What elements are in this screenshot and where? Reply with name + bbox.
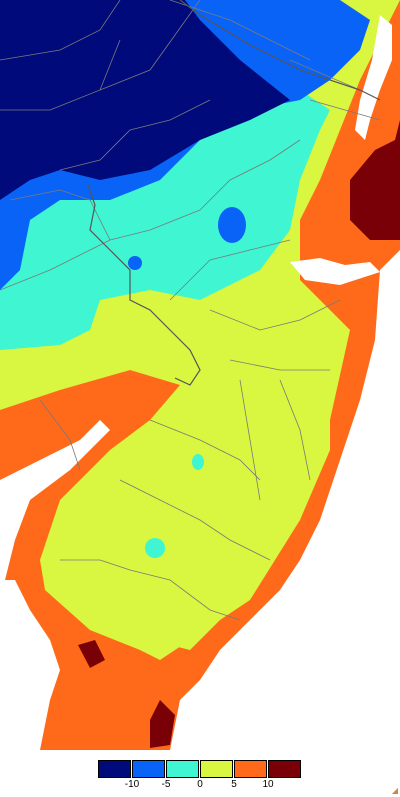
legend-swatch-2	[132, 760, 165, 778]
legend-tick-1: -10	[124, 779, 140, 790]
maroon-zone-northeast	[350, 120, 400, 240]
legend-tick-2: -5	[161, 779, 171, 790]
maroon-zone-southwest	[78, 640, 105, 668]
county-borders	[0, 0, 381, 621]
legend-swatch-4	[200, 760, 233, 778]
raritan-bay-water	[290, 258, 380, 285]
legend-tick-3: 0	[197, 779, 203, 790]
atlantic-ocean-water	[170, 250, 400, 750]
cyan-pocket-north	[231, 150, 259, 170]
resize-grip-icon: ◢	[391, 786, 398, 795]
cyan-pocket-south	[145, 538, 165, 558]
hudson-river-water	[355, 15, 392, 140]
delaware-bay-water	[0, 580, 60, 750]
legend-swatch-6	[268, 760, 301, 778]
state-border	[87, 0, 381, 386]
legend-tick-4: 5	[231, 779, 237, 790]
legend-swatch-3	[166, 760, 199, 778]
maroon-zone-southeast	[150, 700, 175, 748]
legend-swatch-5	[234, 760, 267, 778]
blue-pocket	[218, 207, 246, 243]
delaware-river-water	[0, 420, 110, 580]
legend-swatch-1	[98, 760, 131, 778]
temperature-map	[0, 0, 400, 750]
cyan-pocket-mid	[192, 454, 204, 470]
navy-zone	[0, 0, 290, 200]
legend-tick-5: 10	[262, 779, 274, 790]
color-legend: -10 -5 0 5 10	[98, 760, 302, 790]
blue-pocket-small	[128, 256, 142, 270]
